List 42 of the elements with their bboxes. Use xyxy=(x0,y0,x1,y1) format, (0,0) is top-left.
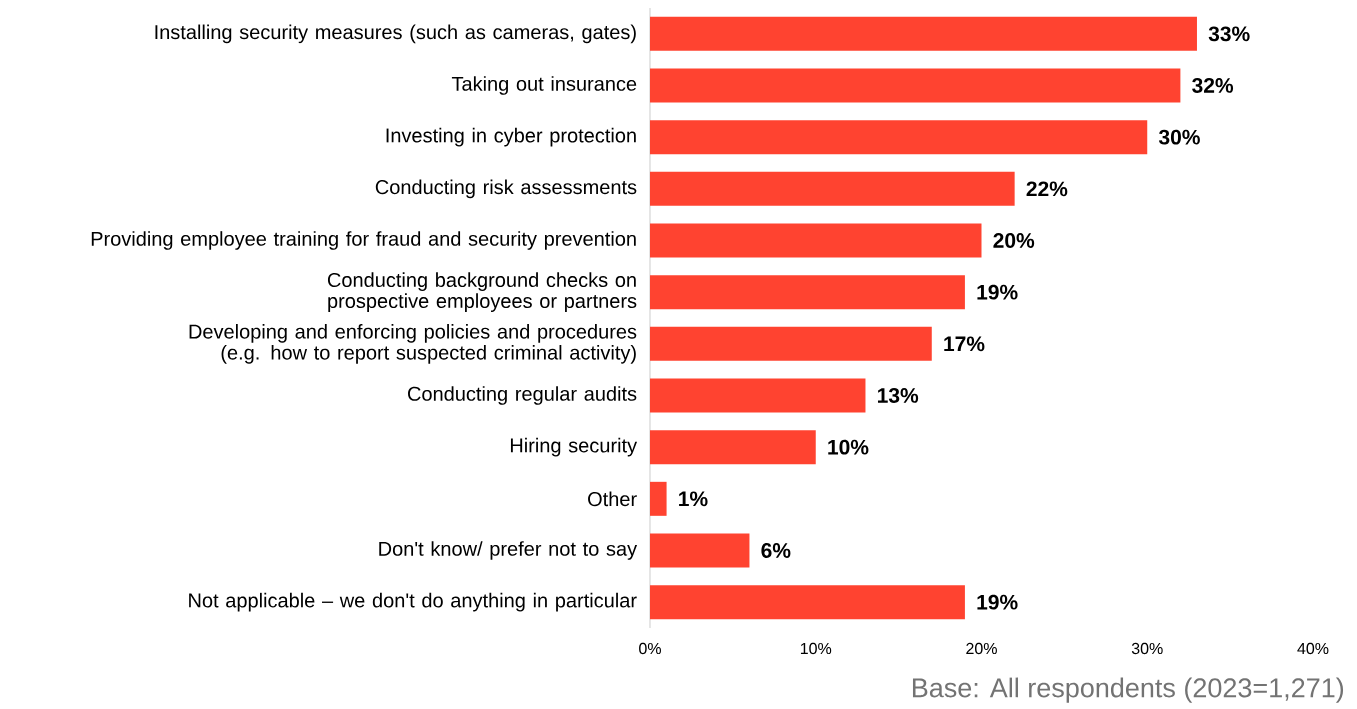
data-label: 33% xyxy=(1208,26,1250,42)
y-tick-label: Other xyxy=(588,491,637,507)
y-tick-label: Taking out insurance xyxy=(451,76,637,95)
text: Base: All respondents (2023=1,271) xyxy=(912,677,1344,703)
x-tick-label: 40% xyxy=(1297,642,1329,655)
y-tick-label: Not applicable – we don't do anything in particular xyxy=(189,592,637,612)
data-label: 19% xyxy=(977,594,1018,610)
data-label: 1% xyxy=(679,491,708,507)
data-label: 30% xyxy=(1158,129,1200,145)
y-tick-label: Installing security measures (such as cameras, gates) xyxy=(155,24,636,44)
data-label: 17% xyxy=(944,336,985,352)
data-label: 6% xyxy=(761,543,791,558)
data-label: 10% xyxy=(828,439,869,455)
y-tick-label: Conducting background checks on prospective employees or partners xyxy=(327,272,637,312)
bar xyxy=(650,585,965,620)
bar xyxy=(650,120,1148,155)
bar xyxy=(650,481,667,516)
y-tick-label: Developing and enforcing policies and procedures (e.g. how to report suspected criminal activity) xyxy=(189,324,637,364)
bar xyxy=(650,68,1181,103)
bar xyxy=(650,16,1197,51)
bar xyxy=(650,533,750,568)
y-tick-label: Don't know/ prefer not to say xyxy=(379,541,638,560)
data-label: 22% xyxy=(1026,181,1068,197)
data-label: 32% xyxy=(1192,78,1234,93)
y-tick-label: Hiring security xyxy=(510,437,638,457)
bar xyxy=(650,275,965,310)
data-label: 19% xyxy=(977,284,1018,300)
y-tick-label: Investing in cyber protection xyxy=(386,127,636,147)
data-label: 13% xyxy=(877,388,919,403)
y-tick-label: Conducting regular audits xyxy=(408,386,637,405)
bar xyxy=(650,223,982,258)
x-tick-label: 20% xyxy=(966,642,997,655)
x-tick-label: 30% xyxy=(1131,642,1163,655)
y-tick-label: Conducting risk assessments xyxy=(375,179,637,199)
data-label: 20% xyxy=(993,233,1035,248)
bar xyxy=(650,326,932,361)
bar xyxy=(650,430,816,465)
bar xyxy=(650,171,1015,206)
x-tick-label: 10% xyxy=(800,642,832,655)
x-tick-label: 0% xyxy=(639,642,661,655)
y-tick-label: Providing employee training for fraud and security prevention xyxy=(91,231,636,250)
bar xyxy=(650,378,866,413)
